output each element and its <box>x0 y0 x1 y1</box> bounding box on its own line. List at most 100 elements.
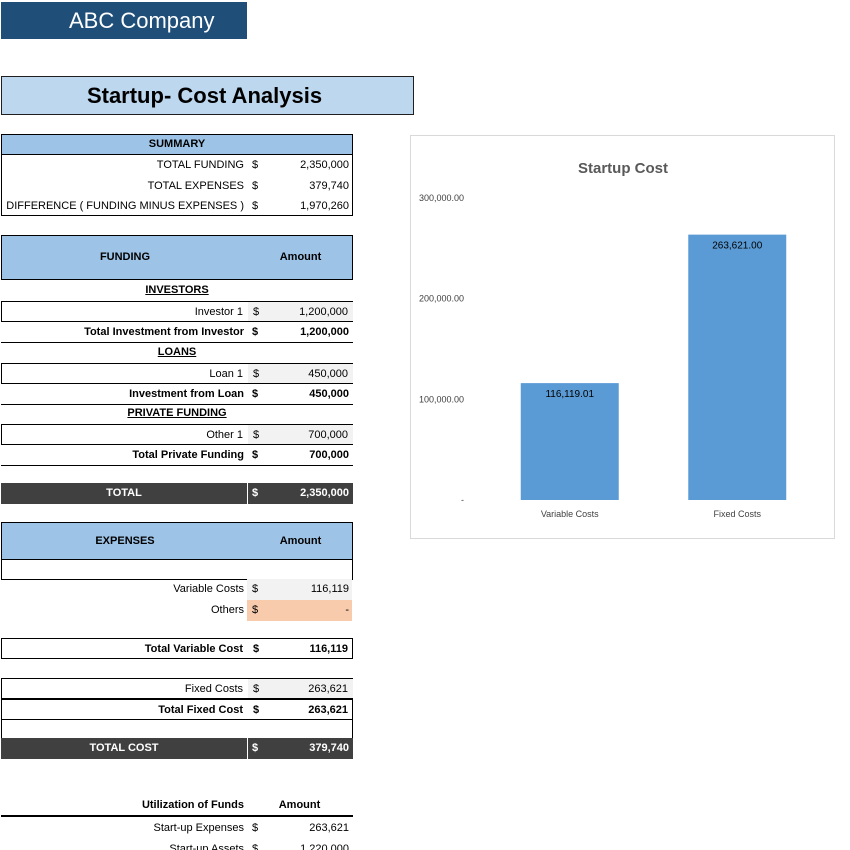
y-tick-label: - <box>461 495 464 505</box>
currency: $ <box>252 487 259 499</box>
amount: 263,621 <box>309 822 349 834</box>
section-title: INVESTORS <box>145 284 209 296</box>
amount-cell <box>247 579 352 600</box>
table-row: Investor 1 $1,200,000 <box>1 301 353 322</box>
amount-cell <box>248 302 353 321</box>
amount-cell <box>247 599 352 621</box>
section-title: LOANS <box>157 346 197 358</box>
divider <box>247 738 248 759</box>
chart-title: Startup Cost <box>578 160 668 177</box>
amount: 379,740 <box>309 742 349 754</box>
divider <box>247 483 248 504</box>
amount: 1,200,000 <box>300 325 349 338</box>
amount: 263,621 <box>308 704 348 716</box>
x-tick-label: Fixed Costs <box>713 509 761 519</box>
currency: $ <box>252 448 259 461</box>
table-row: Other 1 $700,000 <box>1 424 353 445</box>
row-label: Investor 1 <box>194 306 243 318</box>
currency: $ <box>252 742 259 754</box>
table-row: TOTAL EXPENSES $379,740 <box>1 176 353 197</box>
currency: $ <box>252 603 259 616</box>
currency: $ <box>252 200 259 212</box>
data-label: 263,621.00 <box>712 241 762 252</box>
table-row: Total Fixed Cost $263,621 <box>1 699 353 720</box>
table-row: Total Variable Cost $116,119 <box>1 638 353 659</box>
currency: $ <box>253 429 260 441</box>
table-row: Loan 1 $450,000 <box>1 363 353 384</box>
row-label: Total Variable Cost <box>144 643 243 655</box>
table-row: TOTAL $2,350,000 <box>1 483 353 504</box>
company-banner: ABC Company <box>1 2 247 39</box>
amount-cell <box>248 364 353 383</box>
bar-chart: Startup Cost - 100,000.00 200,000.00 300,000… <box>410 135 835 539</box>
amount: 700,000 <box>309 448 349 461</box>
row-label: Start-up Assets <box>169 842 244 850</box>
currency: $ <box>252 159 259 171</box>
bar <box>688 234 787 500</box>
table-row: TOTAL FUNDING $2,350,000 <box>1 155 353 176</box>
row-label: Start-up Expenses <box>153 822 245 834</box>
amount: 1,220,000 <box>300 842 349 850</box>
table-row: Total Private Funding $700,000 <box>1 445 353 466</box>
table-row: DIFFERENCE ( FUNDING MINUS EXPENSES ) $1,… <box>1 196 353 217</box>
currency: $ <box>253 683 260 695</box>
currency: $ <box>252 387 259 400</box>
empty-row <box>1 620 353 639</box>
table-row: Investment from Loan $450,000 <box>1 384 353 405</box>
amount: 379,740 <box>309 179 349 192</box>
bar <box>520 383 619 500</box>
data-label: 116,119.01 <box>545 389 594 400</box>
row-label: TOTAL COST <box>89 742 159 754</box>
amount: 116,119 <box>310 583 349 595</box>
table-row: Others $ - <box>1 599 353 621</box>
row-label: Fixed Costs <box>184 683 243 695</box>
row-label: Total Private Funding <box>132 448 244 461</box>
row-label: Loan 1 <box>209 368 243 380</box>
amount: - <box>345 603 349 616</box>
row-label: TOTAL EXPENSES <box>147 179 244 192</box>
currency: $ <box>252 842 259 850</box>
amount: 700,000 <box>308 429 348 441</box>
header-label: FUNDING <box>99 251 151 263</box>
currency: $ <box>252 822 259 834</box>
row-label: Investment from Loan <box>129 387 244 400</box>
table-header: Utilization of Funds Amount <box>1 796 353 817</box>
row-label: Other 1 <box>206 429 243 441</box>
currency: $ <box>252 325 259 338</box>
header-label: Utilization of Funds <box>141 799 244 811</box>
amount-cell <box>248 679 353 698</box>
table-row: TOTAL COST $379,740 <box>1 738 353 759</box>
currency: $ <box>253 704 260 716</box>
header-amount: Amount <box>279 535 322 547</box>
currency: $ <box>253 306 260 318</box>
row-label: Total Fixed Cost <box>158 704 243 716</box>
amount: 1,970,260 <box>300 200 349 212</box>
amount: 263,621 <box>308 683 348 695</box>
table-header: EXPENSES Amount <box>1 522 353 560</box>
amount: 1,200,000 <box>299 306 348 318</box>
row-label: DIFFERENCE ( FUNDING MINUS EXPENSES ) <box>6 200 244 212</box>
table-row: Start-up Expenses $263,621 <box>1 818 353 839</box>
empty-row <box>1 559 353 580</box>
y-tick-label: 100,000.00 <box>419 394 464 404</box>
table-header: SUMMARY <box>1 134 353 155</box>
section-title: PRIVATE FUNDING <box>127 407 227 419</box>
page-title: Startup- Cost Analysis <box>86 83 323 108</box>
currency: $ <box>252 179 259 192</box>
amount: 2,350,000 <box>300 159 349 171</box>
table-row: Start-up Assets $1,220,000 <box>1 839 353 850</box>
x-tick-label: Variable Costs <box>541 509 599 519</box>
company-name: ABC Company <box>69 8 215 33</box>
table-row: Variable Costs $116,119 <box>1 579 353 600</box>
currency: $ <box>253 643 260 655</box>
header-label: EXPENSES <box>95 535 155 547</box>
row-label: Variable Costs <box>173 583 244 595</box>
title-bar: Startup- Cost Analysis <box>1 76 414 115</box>
y-tick-label: 300,000.00 <box>419 193 464 203</box>
header-amount: Amount <box>279 251 322 263</box>
amount: 450,000 <box>308 368 348 380</box>
header-label: SUMMARY <box>148 138 206 150</box>
table-row: Total Investment from Investor $1,200,000 <box>1 322 353 343</box>
table-header: FUNDING Amount <box>1 235 353 280</box>
amount: 450,000 <box>309 387 349 400</box>
